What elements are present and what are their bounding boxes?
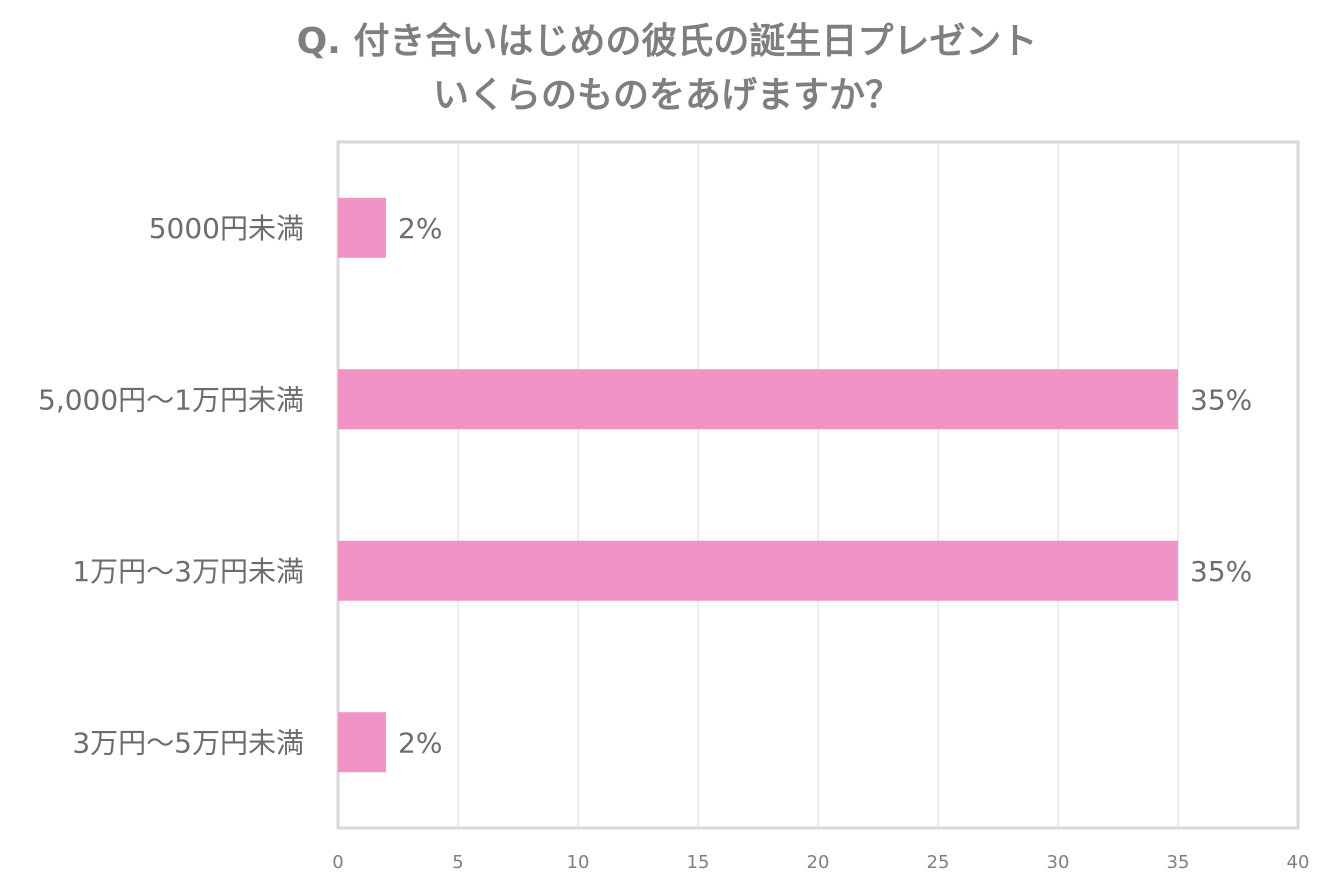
gridlines — [457, 142, 1179, 828]
x-tick-label-0: 0 — [332, 852, 343, 873]
bar-3 — [338, 712, 386, 773]
x-tick-label-35: 35 — [1167, 852, 1190, 873]
chart-title-line-2: いくらのものをあげますか？ — [432, 75, 901, 116]
chart-title-line-1: Q. 付き合いはじめの彼氏の誕生日プレゼント — [296, 21, 1038, 62]
x-tick-label-10: 10 — [567, 852, 590, 873]
data-labels: 2% 35% 35% 2% — [398, 212, 1252, 760]
bars — [338, 197, 1178, 773]
category-label-0: 5000円未満 — [149, 212, 304, 245]
data-label-0: 2% — [398, 212, 442, 245]
bar-1 — [338, 369, 1178, 430]
x-tick-label-20: 20 — [807, 852, 830, 873]
x-tick-label-40: 40 — [1287, 852, 1310, 873]
plot-area-border — [336, 140, 1300, 830]
category-labels: 5000円未満 5,000円～1万円未満 1万円～3万円未満 3万円～5万円未満 — [38, 212, 304, 760]
category-label-2: 1万円～3万円未満 — [72, 555, 304, 588]
data-label-3: 2% — [398, 726, 442, 759]
category-label-1: 5,000円～1万円未満 — [38, 383, 304, 416]
bar-0 — [338, 197, 386, 258]
x-tick-label-25: 25 — [927, 852, 950, 873]
x-tick-label-30: 30 — [1047, 852, 1070, 873]
x-tick-label-15: 15 — [687, 852, 710, 873]
category-label-3: 3万円～5万円未満 — [72, 726, 304, 759]
x-tick-label-5: 5 — [452, 852, 463, 873]
x-tick-labels: 0 5 10 15 20 25 30 35 40 — [332, 852, 1309, 873]
data-label-2: 35% — [1190, 555, 1252, 588]
bar-2 — [338, 540, 1178, 601]
data-label-1: 35% — [1190, 383, 1252, 416]
